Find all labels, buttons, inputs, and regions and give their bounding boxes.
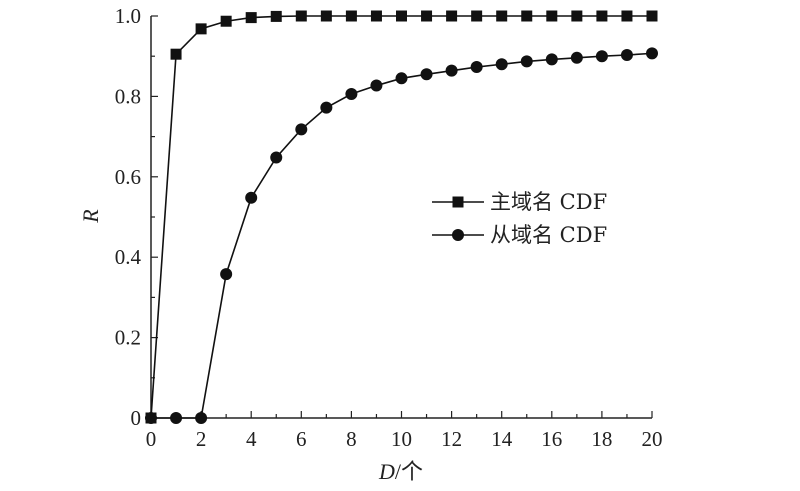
legend-square-marker bbox=[452, 196, 464, 208]
circle-marker bbox=[520, 55, 533, 68]
x-tick-label: 14 bbox=[491, 427, 513, 451]
square-marker bbox=[571, 10, 583, 22]
square-marker bbox=[396, 10, 407, 22]
x-tick-label: 20 bbox=[642, 427, 663, 451]
square-marker bbox=[195, 23, 207, 35]
square-marker bbox=[546, 10, 558, 22]
circle-marker bbox=[195, 412, 208, 424]
x-tick-label: 8 bbox=[346, 427, 357, 451]
data-series bbox=[145, 10, 658, 424]
square-marker bbox=[245, 12, 257, 24]
y-tick-label: 1.0 bbox=[115, 4, 141, 28]
square-marker bbox=[421, 10, 433, 22]
x-tick-label: 18 bbox=[591, 427, 612, 451]
x-tick-label: 10 bbox=[391, 427, 412, 451]
legend-label: 主域名 CDF bbox=[490, 190, 607, 214]
circle-marker bbox=[320, 101, 333, 114]
circle-marker bbox=[495, 58, 508, 71]
square-marker bbox=[270, 10, 282, 22]
circle-marker bbox=[295, 123, 308, 136]
legend-entry: 从域名 CDF bbox=[432, 223, 607, 247]
circle-marker bbox=[595, 50, 608, 63]
square-marker bbox=[295, 10, 307, 22]
x-tick-label: 2 bbox=[196, 427, 207, 451]
x-axis-title-unit: /个 bbox=[395, 459, 423, 484]
circle-marker bbox=[545, 53, 558, 66]
circle-marker bbox=[370, 79, 383, 92]
x-tick-label: 12 bbox=[441, 427, 462, 451]
square-marker bbox=[621, 10, 633, 22]
legend: 主域名 CDF 从域名 CDF bbox=[432, 190, 607, 247]
series-secondary-domain bbox=[145, 47, 658, 424]
circle-marker bbox=[445, 64, 458, 77]
square-marker bbox=[596, 10, 608, 22]
square-marker bbox=[370, 10, 382, 22]
circle-marker bbox=[420, 68, 433, 81]
circle-marker bbox=[220, 268, 233, 281]
circle-marker bbox=[470, 61, 483, 74]
square-marker bbox=[170, 48, 182, 60]
circle-marker bbox=[345, 87, 358, 100]
circle-marker bbox=[395, 72, 408, 85]
y-axis-title: R bbox=[78, 209, 103, 224]
square-marker bbox=[521, 10, 533, 22]
legend-circle-marker bbox=[452, 229, 464, 241]
legend-label: 从域名 CDF bbox=[490, 223, 607, 247]
circle-marker bbox=[646, 47, 658, 60]
x-tick-label: 6 bbox=[296, 427, 307, 451]
y-tick-label: 0 bbox=[131, 406, 142, 430]
square-marker bbox=[345, 10, 357, 22]
square-marker bbox=[446, 10, 458, 22]
series-primary-domain bbox=[145, 10, 658, 424]
tick-labels: 0 2 4 6 8 10 12 14 16 18 20 0 0.2 0.4 0.6 0.8 1.0 bbox=[115, 4, 663, 451]
circle-marker bbox=[570, 51, 583, 64]
square-marker bbox=[496, 10, 508, 22]
y-tick-label: 0.2 bbox=[115, 326, 141, 350]
square-marker bbox=[471, 10, 483, 22]
x-tick-label: 0 bbox=[146, 427, 157, 451]
circle-marker bbox=[145, 412, 157, 424]
circle-marker bbox=[170, 412, 183, 424]
x-axis-title: D/个 bbox=[378, 459, 423, 484]
circle-marker bbox=[620, 48, 633, 61]
circle-marker bbox=[270, 151, 283, 164]
legend-entry: 主域名 CDF bbox=[432, 190, 607, 214]
x-tick-label: 4 bbox=[246, 427, 257, 451]
square-marker bbox=[646, 10, 658, 22]
x-axis-title-variable: D bbox=[378, 459, 395, 484]
square-marker bbox=[220, 15, 232, 27]
x-tick-label: 16 bbox=[541, 427, 562, 451]
y-tick-label: 0.6 bbox=[115, 165, 141, 189]
square-marker bbox=[320, 10, 332, 22]
y-tick-label: 0.8 bbox=[115, 84, 141, 108]
y-tick-label: 0.4 bbox=[115, 245, 142, 269]
circle-marker bbox=[245, 191, 258, 204]
